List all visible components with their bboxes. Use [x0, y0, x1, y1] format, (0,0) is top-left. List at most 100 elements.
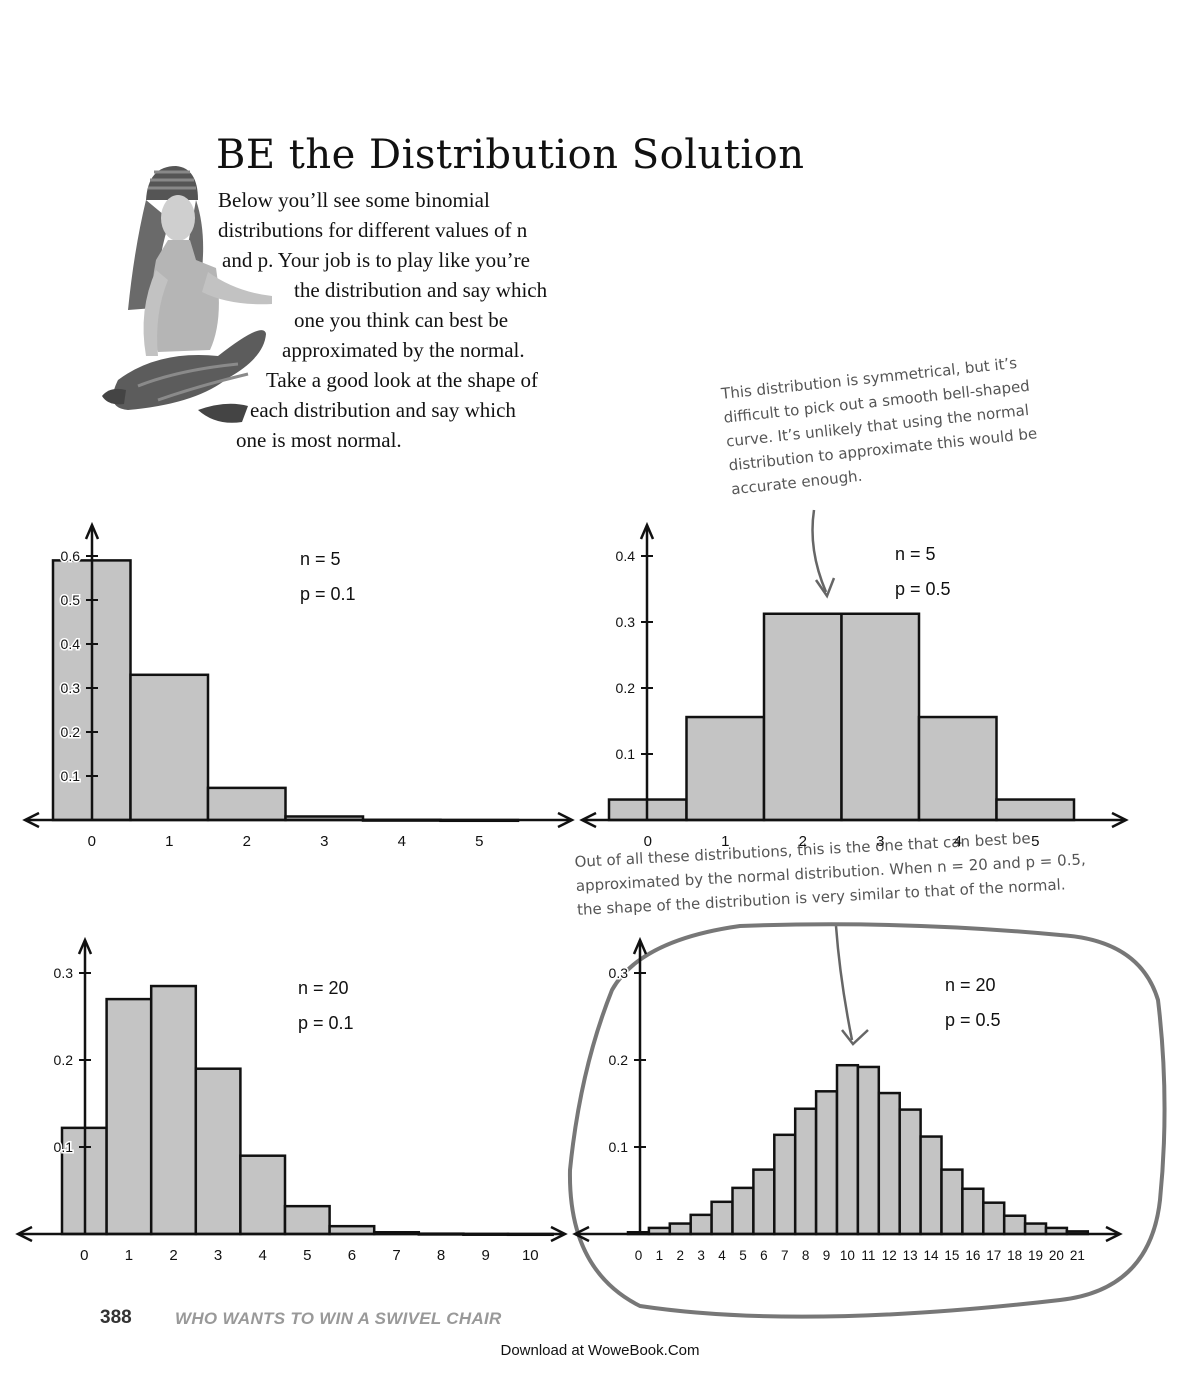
hand-drawn-circle	[567, 922, 1167, 1319]
x-tick-label: 16	[965, 1248, 980, 1263]
x-tick-label: 8	[802, 1248, 810, 1263]
intro-line: Take a good look at the shape of	[266, 368, 539, 392]
chapter-title: WHO WANTS TO WIN A SWIVEL CHAIR	[175, 1309, 502, 1328]
y-axis-arrow	[632, 936, 648, 955]
histogram-bar	[762, 612, 843, 822]
x-tick-label: 3	[697, 1248, 705, 1263]
arrow-head	[841, 1029, 869, 1046]
parameter-label: p = 0.1	[298, 1013, 354, 1033]
x-tick-label: 6	[348, 1247, 356, 1264]
y-tick-label: 0.2	[616, 680, 636, 696]
y-tick-label: 0.1	[54, 1139, 74, 1155]
histogram-bar	[919, 1135, 943, 1236]
intro-line: one you think can best be	[294, 308, 509, 332]
arrow-annotation	[811, 509, 828, 593]
x-tick-label: 9	[482, 1247, 490, 1264]
arrow-head	[814, 577, 836, 599]
x-tick-label: 20	[1049, 1248, 1064, 1263]
x-tick-label: 4	[954, 833, 962, 850]
x-tick-label: 0	[644, 833, 652, 850]
x-tick-label: 1	[165, 833, 173, 850]
page-title: BE the Distribution Solution	[216, 132, 805, 178]
y-tick-label: 0.1	[609, 1139, 629, 1155]
x-tick-label: 0	[80, 1247, 88, 1264]
x-axis-left-arrow	[572, 1225, 590, 1243]
y-axis-arrow	[77, 936, 93, 955]
x-tick-label: 2	[169, 1247, 177, 1264]
x-tick-label: 8	[437, 1247, 445, 1264]
x-tick-label: 14	[924, 1248, 940, 1263]
meditating-woman-illustration	[102, 166, 272, 423]
x-tick-label: 2	[799, 833, 807, 850]
y-tick-label: 0.3	[61, 680, 81, 696]
histogram-bar	[689, 1213, 713, 1236]
y-axis-arrow	[639, 521, 655, 540]
y-tick-label: 0.3	[54, 965, 74, 981]
page-number: 388	[100, 1307, 132, 1328]
histogram-bar	[840, 612, 921, 822]
intro-line: Below you’ll see some binomial	[218, 188, 490, 212]
histogram-bar	[898, 1108, 922, 1236]
x-axis-right-arrow	[1111, 811, 1129, 829]
x-tick-label: 4	[259, 1247, 267, 1264]
histogram-bar	[773, 1133, 797, 1236]
histogram-bar	[239, 1154, 287, 1236]
x-axis-left-arrow	[579, 811, 597, 829]
x-tick-label: 18	[1007, 1248, 1022, 1263]
histogram-bar	[105, 997, 153, 1236]
x-tick-label: 11	[861, 1248, 875, 1263]
x-tick-label: 0	[88, 833, 96, 850]
x-tick-label: 2	[676, 1248, 684, 1263]
x-tick-label: 3	[214, 1247, 222, 1264]
histogram-bar	[940, 1168, 964, 1236]
histogram-bar	[129, 673, 210, 822]
x-tick-label: 3	[876, 833, 884, 850]
histogram-bar	[917, 715, 998, 822]
intro-line: and p. Your job is to play like you’re	[222, 248, 530, 272]
y-tick-label: 0.2	[61, 724, 81, 740]
y-tick-label: 0.2	[54, 1052, 74, 1068]
histogram-bar	[877, 1091, 901, 1236]
parameter-label: n = 5	[300, 549, 341, 569]
y-tick-label: 0.1	[61, 768, 81, 784]
histogram-bar	[835, 1063, 860, 1236]
y-tick-label: 0.3	[616, 614, 636, 630]
parameter-label: n = 20	[945, 975, 996, 995]
arrow-annotation	[834, 925, 854, 1041]
x-tick-label: 3	[320, 833, 328, 850]
x-tick-label: 9	[823, 1248, 831, 1263]
x-tick-label: 1	[656, 1248, 664, 1263]
histogram-bar	[793, 1107, 818, 1236]
x-tick-label: 10	[522, 1247, 539, 1264]
x-tick-label: 6	[760, 1248, 768, 1263]
histogram-bar	[856, 1065, 881, 1236]
histogram-bar	[283, 1204, 331, 1236]
x-tick-label: 15	[944, 1248, 959, 1263]
x-tick-label: 10	[840, 1248, 855, 1263]
x-tick-label: 4	[718, 1248, 726, 1263]
y-tick-label: 0.3	[609, 965, 629, 981]
parameter-label: p = 0.1	[300, 584, 356, 604]
x-tick-label: 5	[739, 1248, 747, 1263]
x-axis-right-arrow	[550, 1225, 568, 1243]
x-tick-label: 7	[781, 1248, 789, 1263]
x-tick-label: 5	[1031, 833, 1039, 850]
x-tick-label: 17	[986, 1248, 1001, 1263]
intro-line: each distribution and say which	[250, 398, 516, 422]
y-tick-label: 0.6	[61, 548, 81, 564]
x-tick-label: 7	[392, 1247, 400, 1264]
intro-line: approximated by the normal.	[282, 338, 525, 362]
x-tick-label: 1	[125, 1247, 133, 1264]
histogram-bar	[710, 1200, 734, 1236]
parameter-label: n = 5	[895, 544, 936, 564]
x-axis-right-arrow	[557, 811, 575, 829]
histogram-bar	[961, 1187, 985, 1236]
x-tick-label: 5	[303, 1247, 311, 1264]
x-tick-label: 4	[398, 833, 406, 850]
y-tick-label: 0.2	[609, 1052, 629, 1068]
y-tick-label: 0.5	[61, 592, 81, 608]
histogram-bar	[194, 1067, 242, 1236]
x-axis-right-arrow	[1105, 1225, 1123, 1243]
